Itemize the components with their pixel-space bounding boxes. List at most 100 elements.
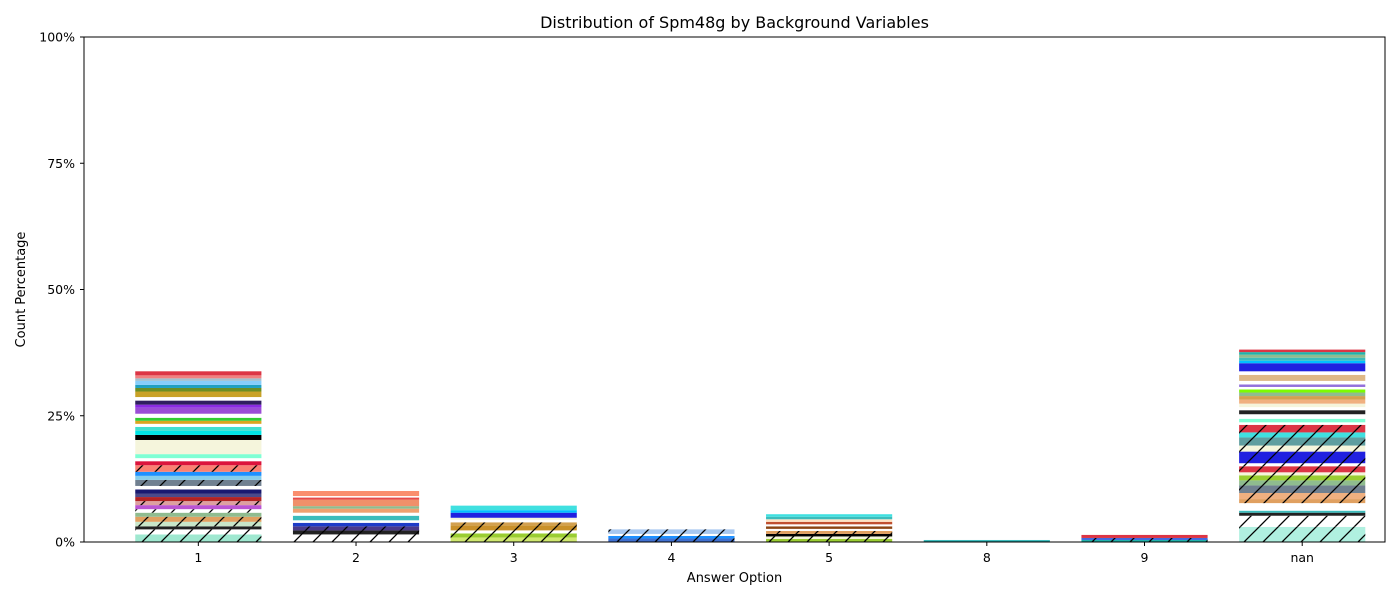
x-tick-label: 9: [1141, 550, 1149, 565]
bar-segment: [1239, 410, 1366, 415]
bar-segment-hatch: [766, 530, 893, 534]
bar-segment: [135, 400, 262, 405]
bar-segment: [766, 524, 893, 527]
bar-segment: [1239, 384, 1366, 387]
bar-segment-hatch: [1239, 437, 1366, 446]
bar-segment: [1239, 407, 1366, 411]
y-axis: 0% 25% 50% 75% 100%: [39, 30, 84, 550]
y-tick-label: 50%: [47, 282, 75, 297]
bar-segment: [135, 397, 262, 401]
chart-title: Distribution of Spm48g by Background Var…: [540, 13, 929, 32]
bar-segment: [135, 384, 262, 388]
bar-segment-hatch: [1239, 424, 1366, 433]
bar-segment: [292, 515, 420, 521]
bar-segment-hatch: [135, 521, 262, 527]
bar-segment-hatch: [450, 525, 577, 531]
bar-segment: [135, 423, 262, 427]
bar-segment: [1239, 422, 1366, 425]
bar-segment: [1239, 363, 1366, 372]
bar-segment: [1239, 418, 1366, 423]
bar-segment-hatch: [1239, 432, 1366, 438]
bar-segment: [135, 485, 262, 490]
bar-segment: [923, 539, 1050, 541]
bar-segment-hatch: [1239, 493, 1366, 500]
bar-segment: [766, 519, 893, 522]
x-tick-label: 2: [352, 550, 360, 565]
bar-segment-hatch: [766, 533, 893, 537]
bar-segment: [135, 407, 262, 414]
bar-segment-hatch: [766, 536, 893, 539]
bar-segment: [1239, 386, 1366, 390]
bar-segment-hatch: [1081, 539, 1208, 542]
bar-segment-hatch: [1239, 466, 1366, 473]
bar-segment-hatch: [450, 522, 577, 526]
bar-segment-hatch: [608, 533, 735, 536]
bar-segment-hatch: [450, 533, 577, 538]
x-axis-label: Answer Option: [687, 571, 782, 586]
bar-segment: [135, 378, 262, 381]
bar-segment: [923, 540, 1050, 542]
bar-segment-hatch: [1239, 472, 1366, 476]
bar-segment: [135, 458, 262, 462]
bar-segment: [1239, 399, 1366, 404]
bar-segment-hatch: [292, 530, 420, 535]
bar-segment: [450, 512, 577, 518]
bar-segment: [292, 520, 420, 523]
bar-segment: [1239, 414, 1366, 419]
bar-segment: [135, 526, 262, 530]
bar-segment: [135, 426, 262, 431]
bar-segment-hatch: [608, 535, 735, 539]
bar-segment: [766, 526, 893, 529]
bar-segment: [1239, 503, 1366, 511]
bar-segment: [1239, 389, 1366, 393]
y-tick-label: 25%: [47, 408, 75, 423]
bar-segment: [1239, 380, 1366, 385]
bar-segment: [292, 496, 420, 498]
x-tick-label: 4: [667, 550, 675, 565]
x-tick-label: 1: [194, 550, 202, 565]
y-tick-label: 75%: [47, 156, 75, 171]
x-axis: 1 2 3 4 5 8 9 nan: [194, 542, 1314, 565]
bar-segment-hatch: [766, 538, 893, 542]
bar-segment: [135, 439, 262, 455]
bar-segment-hatch: [292, 534, 420, 542]
bar-segment: [135, 461, 262, 466]
bar-segment-hatch: [1239, 451, 1366, 464]
bar-segment: [135, 371, 262, 376]
bar-segment: [1239, 374, 1366, 381]
bar-segment: [766, 528, 893, 531]
y-tick-label: 0%: [55, 535, 75, 550]
bar-segment: [292, 508, 420, 513]
bar-segment-hatch: [135, 465, 262, 472]
bar-segment: [135, 404, 262, 408]
bar-segment: [292, 506, 420, 509]
x-tick-label: 5: [825, 550, 833, 565]
bar-segment-hatch: [1239, 526, 1366, 542]
bar-segment: [1239, 510, 1366, 513]
bar-segment-hatch: [135, 501, 262, 506]
x-tick-label: nan: [1290, 550, 1314, 565]
bar-segment: [450, 505, 577, 511]
bar-segment: [135, 391, 262, 398]
bar-segment-hatch: [1239, 515, 1366, 527]
bar-segment-hatch: [1081, 537, 1208, 540]
bars-layer: [135, 349, 1366, 542]
bar-segment-hatch: [1239, 445, 1366, 452]
bar-segment: [135, 380, 262, 385]
bar-segment: [135, 420, 262, 424]
bar-segment-hatch: [1239, 480, 1366, 486]
bar-segment-hatch: [1239, 485, 1366, 494]
y-axis-label: Count Percentage: [14, 232, 29, 348]
bar-segment: [135, 471, 262, 476]
plot-frame: [83, 36, 1386, 543]
bar-segment: [135, 489, 262, 494]
bar-segment-hatch: [608, 538, 735, 542]
bar-segment-hatch: [608, 529, 735, 534]
bar-segment: [1081, 534, 1208, 538]
bar-segment-hatch: [135, 516, 262, 522]
bar-segment: [135, 493, 262, 498]
bar-segment: [450, 517, 577, 520]
bar-segment: [292, 497, 420, 500]
bar-segment-hatch: [1239, 475, 1366, 481]
